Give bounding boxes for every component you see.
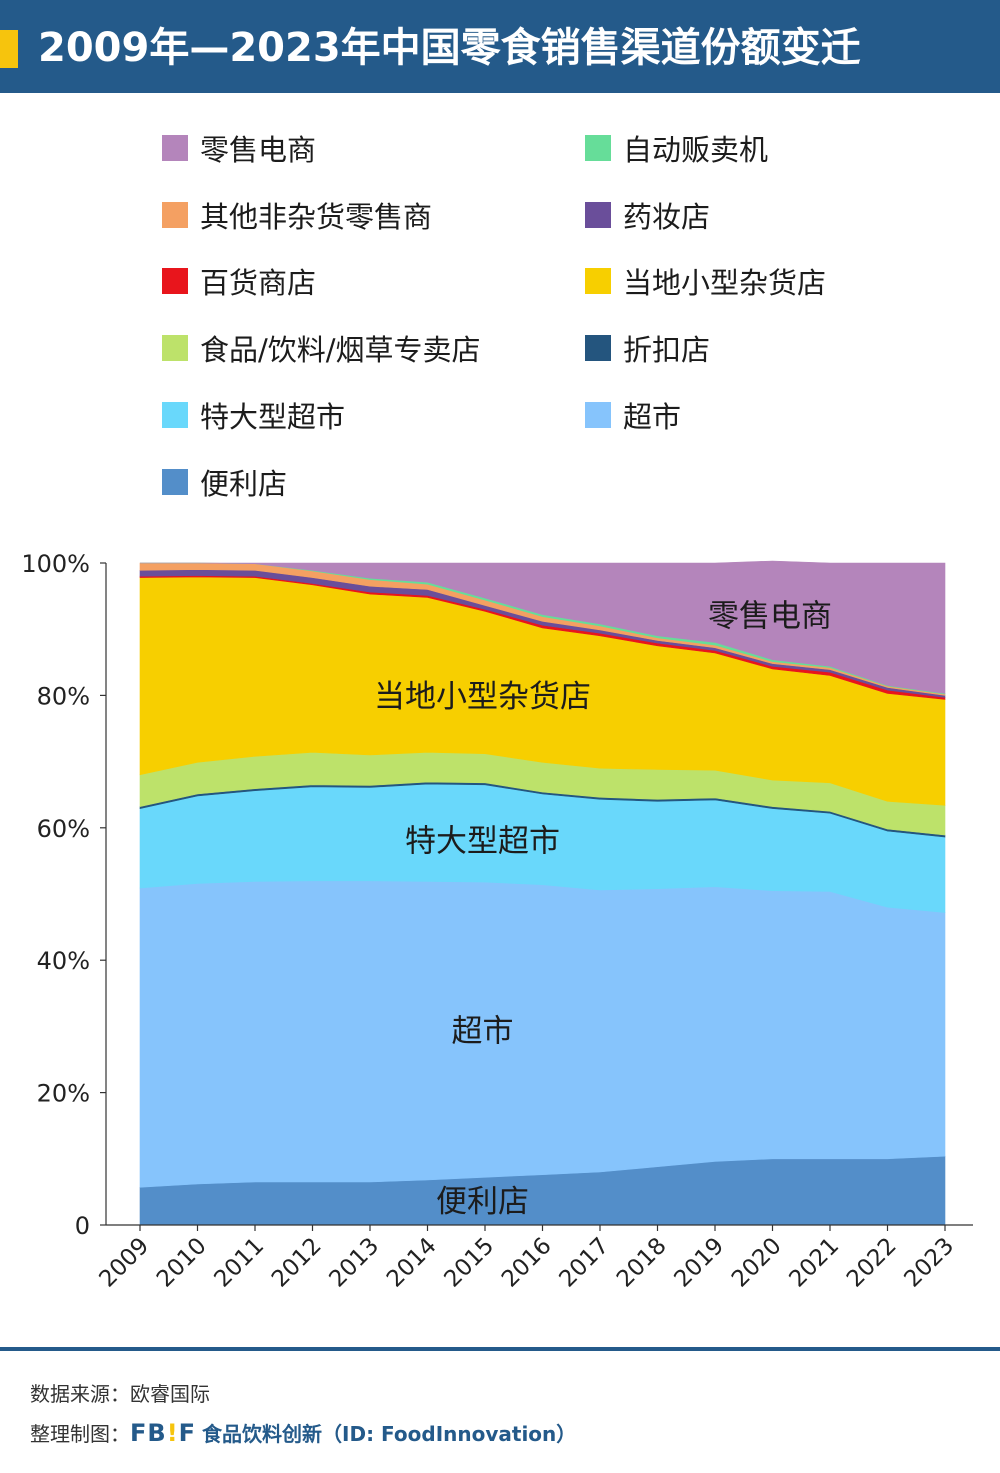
header-accent-bar — [0, 30, 18, 68]
legend-label: 百货商店 — [200, 266, 317, 300]
brand-name: 食品饮料创新（ID: FoodInnovation） — [202, 1422, 577, 1446]
legend-swatch — [585, 402, 611, 428]
legend-swatch — [162, 268, 188, 294]
legend-label: 当地小型杂货店 — [623, 266, 827, 300]
x-tick-label: 2023 — [899, 1233, 959, 1293]
x-tick-label: 2022 — [842, 1233, 902, 1293]
x-tick-label: 2014 — [382, 1233, 442, 1293]
legend-item-other-nongrocery: 其他非杂货零售商 — [162, 197, 433, 234]
x-tick-label: 2010 — [152, 1233, 212, 1293]
area-annotation: 超市 — [452, 1014, 514, 1050]
legend-item-local-grocery: 当地小型杂货店 — [585, 263, 827, 300]
x-tick-label: 2015 — [439, 1233, 499, 1293]
area-series — [140, 560, 946, 694]
legend-swatch — [162, 469, 188, 495]
y-tick-label: 60% — [37, 815, 90, 843]
footer-divider — [0, 1347, 1000, 1351]
area-annotation: 特大型超市 — [405, 823, 560, 859]
legend-item-drugstore: 药妆店 — [585, 197, 711, 234]
legend-label: 便利店 — [200, 467, 288, 501]
legend-label: 折扣店 — [623, 333, 711, 367]
legend-swatch — [585, 335, 611, 361]
legend-label: 超市 — [623, 400, 682, 434]
legend-label: 零售电商 — [200, 133, 317, 167]
area-annotation: 便利店 — [436, 1184, 529, 1220]
area-series — [139, 880, 946, 1188]
x-tick-label: 2017 — [554, 1233, 614, 1293]
legend-label: 其他非杂货零售商 — [200, 200, 433, 234]
legend-swatch — [585, 202, 611, 228]
legend-swatch — [162, 402, 188, 428]
legend-item-convenience: 便利店 — [162, 464, 288, 501]
x-tick-label: 2019 — [669, 1233, 729, 1293]
area-annotation: 当地小型杂货店 — [374, 679, 591, 715]
legend-swatch — [585, 268, 611, 294]
legend-label: 食品/饮料/烟草专卖店 — [200, 333, 481, 367]
legend-swatch — [162, 202, 188, 228]
stacked-area-chart: 020%40%60%80%100%20092010201120122013201… — [21, 550, 973, 1293]
x-tick-label: 2016 — [497, 1233, 557, 1293]
legend-swatch — [162, 135, 188, 161]
legend-item-department-store: 百货商店 — [162, 263, 317, 300]
y-tick-label: 80% — [37, 682, 90, 710]
legend-item-specialist: 食品/饮料/烟草专卖店 — [162, 330, 481, 367]
legend-label: 药妆店 — [623, 200, 711, 234]
x-tick-label: 2021 — [784, 1233, 844, 1293]
x-tick-label: 2020 — [727, 1233, 787, 1293]
logo-accent: ! — [166, 1418, 179, 1447]
y-tick-label: 20% — [37, 1080, 90, 1108]
header-banner: 2009年—2023年中国零食销售渠道份额变迁 — [0, 0, 1000, 93]
legend-swatch — [585, 135, 611, 161]
legend-label: 自动贩卖机 — [623, 133, 769, 167]
legend-item-hypermarket: 特大型超市 — [162, 397, 346, 434]
credit-line: 整理制图： FB!F 食品饮料创新（ID: FoodInnovation） — [30, 1418, 576, 1447]
area-annotation: 零售电商 — [708, 599, 832, 635]
legend-item-discounter: 折扣店 — [585, 330, 711, 367]
legend-label: 特大型超市 — [200, 400, 346, 434]
legend-item-ecommerce: 零售电商 — [162, 130, 317, 167]
chart-legend: 零售电商 自动贩卖机 其他非杂货零售商 药妆店 百货商店 当地小型杂货店 食品/… — [0, 0, 1000, 520]
x-tick-label: 2013 — [324, 1233, 384, 1293]
y-tick-label: 40% — [37, 947, 90, 975]
x-tick-label: 2011 — [209, 1233, 269, 1293]
page-title: 2009年—2023年中国零食销售渠道份额变迁 — [38, 25, 861, 71]
x-tick-label: 2018 — [612, 1233, 672, 1293]
credit-prefix: 整理制图： — [30, 1422, 130, 1446]
y-tick-label: 100% — [21, 550, 90, 578]
x-tick-label: 2009 — [94, 1233, 154, 1293]
y-tick-label: 0 — [75, 1212, 90, 1240]
data-source: 数据来源：欧睿国际 — [30, 1382, 210, 1406]
legend-item-supermarket: 超市 — [585, 397, 682, 434]
legend-item-vending: 自动贩卖机 — [585, 130, 769, 167]
fbif-logo: FB!F — [130, 1418, 197, 1447]
x-tick-label: 2012 — [267, 1233, 327, 1293]
legend-swatch — [162, 335, 188, 361]
